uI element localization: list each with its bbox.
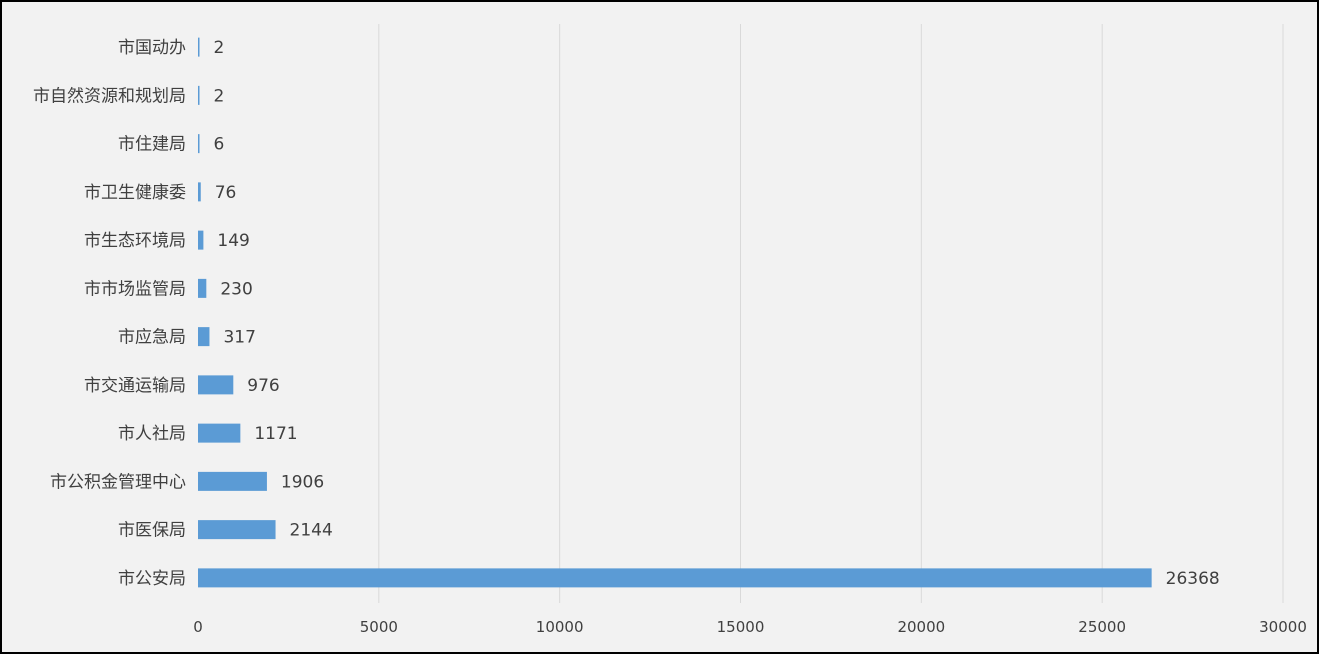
x-axis-tick-labels: 0 5000 10000 15000 20000 25000 30000 bbox=[193, 618, 1307, 636]
x-tick-label: 30000 bbox=[1259, 618, 1307, 636]
bar bbox=[198, 375, 234, 395]
category-label: 市公安局 bbox=[118, 569, 186, 589]
category-label: 市国动办 bbox=[118, 38, 186, 58]
category-label: 市住建局 bbox=[118, 135, 186, 155]
bar bbox=[198, 520, 276, 540]
category-label: 市医保局 bbox=[118, 521, 186, 541]
bar bbox=[198, 134, 200, 154]
x-tick-label: 20000 bbox=[897, 618, 945, 636]
bar bbox=[198, 568, 1152, 588]
data-label: 317 bbox=[223, 328, 255, 348]
x-tick-label: 5000 bbox=[360, 618, 398, 636]
x-tick-label: 25000 bbox=[1078, 618, 1126, 636]
category-label: 市卫生健康委 bbox=[84, 183, 186, 203]
bar bbox=[198, 471, 267, 491]
gridlines bbox=[378, 24, 1284, 603]
data-label: 26368 bbox=[1166, 569, 1220, 589]
bar bbox=[198, 278, 207, 298]
category-label: 市应急局 bbox=[118, 328, 186, 348]
data-label: 76 bbox=[215, 183, 237, 203]
bar bbox=[198, 327, 210, 347]
bars bbox=[198, 37, 1152, 588]
category-labels: 市公安局 市医保局 市公积金管理中心 市人社局 市交通运输局 市应急局 市市场监管局市生态环… bbox=[33, 38, 186, 589]
data-label: 6 bbox=[214, 135, 225, 155]
data-labels: 26368 2144 1906 1171 976 317 230 149 76 6 2 2 bbox=[214, 38, 1220, 589]
category-label: 市交通运输局 bbox=[84, 376, 186, 396]
data-label: 1171 bbox=[254, 424, 297, 444]
x-tick-label: 15000 bbox=[717, 618, 765, 636]
data-label: 230 bbox=[220, 279, 252, 299]
bar bbox=[198, 85, 200, 105]
data-label: 2144 bbox=[290, 521, 333, 541]
data-label: 149 bbox=[217, 231, 249, 251]
category-label: 市生态环境局 bbox=[84, 231, 186, 251]
x-tick-label: 10000 bbox=[536, 618, 584, 636]
data-label: 976 bbox=[247, 376, 279, 396]
bar bbox=[198, 423, 241, 443]
data-label: 2 bbox=[214, 38, 225, 58]
data-label: 2 bbox=[214, 86, 225, 106]
category-label: 市市场监管局 bbox=[84, 279, 186, 299]
category-label: 市公积金管理中心 bbox=[50, 472, 186, 492]
data-label: 1906 bbox=[281, 472, 324, 492]
bar bbox=[198, 230, 204, 250]
bar bbox=[198, 37, 200, 57]
category-label: 市人社局 bbox=[118, 424, 186, 444]
bar bbox=[198, 182, 201, 202]
x-tick-label: 0 bbox=[193, 618, 203, 636]
category-label: 市自然资源和规划局 bbox=[33, 86, 186, 106]
